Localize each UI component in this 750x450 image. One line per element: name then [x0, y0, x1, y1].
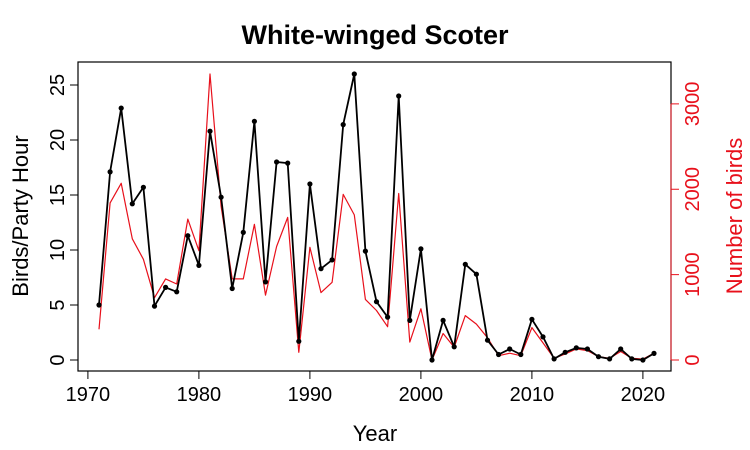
y-right-tick-label: 0 — [682, 354, 704, 365]
data-point — [540, 334, 546, 340]
data-point — [196, 262, 202, 268]
plot-frame — [77, 61, 672, 372]
y-left-tick-label: 10 — [47, 239, 69, 261]
x-axis: 1970 1980 1990 2000 2010 2020 — [66, 370, 666, 406]
data-point — [440, 317, 446, 323]
data-point — [462, 261, 468, 267]
data-point — [407, 317, 413, 323]
data-point — [518, 351, 524, 358]
data-point — [373, 299, 380, 305]
y-axis-left-label: Birds/Party Hour — [8, 135, 33, 296]
data-point — [185, 233, 191, 239]
data-point — [218, 194, 224, 200]
data-point — [629, 356, 635, 362]
data-point — [584, 346, 591, 352]
series-line-number-of-birds — [98, 73, 655, 361]
data-point — [507, 346, 513, 352]
data-point — [607, 356, 613, 362]
x-tick-label: 1980 — [177, 384, 222, 406]
y-left-tick-label: 25 — [47, 74, 69, 96]
data-point — [118, 105, 124, 111]
y-right-tick-label: 1000 — [682, 252, 704, 297]
data-point — [240, 229, 246, 235]
data-point — [551, 356, 557, 362]
data-point — [496, 351, 502, 358]
y-left-tick-label: 15 — [47, 184, 69, 206]
data-point — [140, 184, 146, 190]
data-point — [229, 285, 235, 292]
x-tick-label: 1990 — [288, 384, 333, 406]
data-point — [562, 349, 568, 355]
data-point — [174, 289, 180, 295]
y-axis-right-label: Number of birds — [722, 138, 747, 295]
data-point — [340, 122, 346, 128]
y-axis-right: 0 1000 2000 3000 — [670, 82, 704, 366]
data-point — [262, 279, 269, 285]
data-point — [595, 354, 602, 360]
data-point — [163, 284, 169, 290]
x-tick-label: 2000 — [399, 384, 444, 406]
x-tick-label: 2010 — [510, 384, 555, 406]
data-point — [274, 159, 280, 165]
data-point — [151, 303, 158, 309]
data-point — [285, 160, 291, 166]
data-point — [307, 181, 313, 187]
data-point — [207, 128, 213, 134]
data-point — [107, 169, 113, 175]
y-left-tick-label: 20 — [47, 129, 69, 151]
y-right-tick-label: 2000 — [682, 167, 704, 212]
data-point — [329, 257, 335, 263]
y-left-tick-label: 0 — [47, 354, 69, 365]
y-axis-left: 0 5 10 15 20 25 — [47, 74, 79, 366]
data-point — [529, 316, 535, 322]
data-point — [296, 338, 302, 344]
data-point — [473, 271, 479, 277]
x-axis-label: Year — [353, 421, 397, 446]
x-tick-label: 1970 — [66, 384, 111, 406]
y-right-tick-label: 3000 — [682, 82, 704, 127]
data-point — [362, 248, 368, 254]
data-point — [129, 201, 135, 207]
data-point — [251, 118, 257, 124]
chart-title: White-winged Scoter — [241, 20, 509, 50]
data-point — [318, 266, 324, 272]
data-point — [396, 93, 402, 99]
series-birds-per-party-hour — [96, 71, 657, 363]
data-point — [96, 302, 102, 308]
y-left-tick-label: 5 — [47, 299, 69, 310]
data-point — [640, 357, 646, 363]
data-point — [418, 246, 424, 252]
x-tick-label: 2020 — [621, 384, 666, 406]
series-number-of-birds — [98, 73, 655, 361]
data-point — [385, 314, 391, 320]
data-point — [484, 337, 491, 343]
data-point — [618, 346, 624, 352]
data-point — [429, 357, 435, 363]
data-point — [573, 345, 579, 351]
data-point — [351, 71, 357, 77]
series-line-birds-per-party-hour — [98, 73, 655, 361]
data-point — [451, 344, 457, 350]
data-point — [651, 350, 657, 356]
